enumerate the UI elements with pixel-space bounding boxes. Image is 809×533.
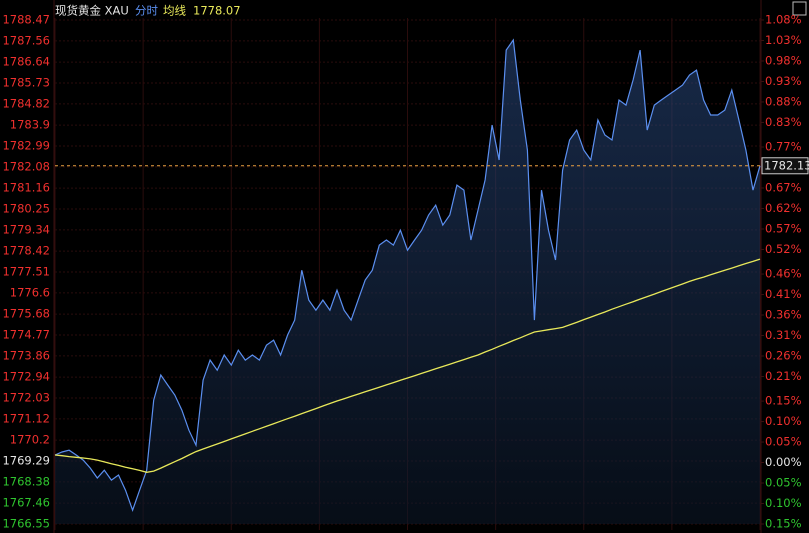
- y-tick-label: 1782.08: [2, 159, 50, 173]
- y2-tick-label: 0.98%: [765, 53, 802, 67]
- y-tick-label: 1779.34: [2, 222, 50, 236]
- y-tick-label: 1773.86: [2, 348, 50, 362]
- y2-tick-label: 0.00%: [765, 455, 802, 469]
- y2-tick-label: 0.36%: [765, 308, 802, 322]
- y-tick-label: 1781.16: [2, 181, 50, 195]
- y2-tick-label: 0.57%: [765, 221, 802, 235]
- chart-title: 现货黄金 XAU: [55, 4, 129, 18]
- y2-tick-label: 0.52%: [765, 242, 802, 256]
- price-line: [54, 38, 761, 513]
- current-price-box: [761, 157, 809, 175]
- y-tick-label: 1788.47: [2, 13, 50, 27]
- y-tick-label: 1769.29: [2, 454, 50, 468]
- y2-tick-label: 0.21%: [765, 369, 802, 383]
- average-line: [54, 258, 761, 473]
- y2-tick-label: 0.10%: [765, 496, 802, 510]
- y-tick-label: 1768.38: [2, 474, 50, 488]
- y-tick-label: 1785.73: [2, 76, 50, 90]
- y2-tick-label: 0.46%: [765, 267, 802, 281]
- y2-tick-label: 1.08%: [765, 13, 802, 27]
- legend-entry: 均线: [163, 4, 186, 18]
- y2-tick-label: 0.05%: [765, 435, 802, 449]
- y-tick-label: 1784.82: [2, 96, 50, 110]
- y-tick-label: 1777.51: [2, 265, 50, 279]
- y2-tick-label: 0.62%: [765, 201, 802, 215]
- y-tick-label: 1786.64: [2, 55, 50, 69]
- y-tick-label: 1778.42: [2, 244, 50, 258]
- menu-icon[interactable]: [792, 1, 807, 16]
- y-tick-label: 1767.46: [2, 496, 50, 510]
- y2-tick-label: 1.03%: [765, 33, 802, 47]
- y-tick-label: 1766.55: [2, 517, 50, 531]
- y2-tick-label: 0.41%: [765, 287, 802, 301]
- average-value: 1778.07: [193, 4, 241, 18]
- y-tick-label: 1774.77: [2, 328, 50, 342]
- y2-tick-label: 0.26%: [765, 349, 802, 363]
- y2-tick-label: 0.67%: [765, 181, 802, 195]
- y2-tick-label: 0.15%: [765, 517, 802, 531]
- y-tick-label: 1770.2: [10, 433, 50, 447]
- y2-tick-label: 0.15%: [765, 394, 802, 408]
- y-tick-label: 1776.6: [10, 285, 50, 299]
- y-tick-label: 1783.9: [10, 118, 50, 132]
- y2-tick-label: 0.77%: [765, 140, 802, 154]
- legend-entry: 分时: [135, 4, 158, 18]
- y-tick-label: 1780.25: [2, 202, 50, 216]
- y2-tick-label: 0.93%: [765, 74, 802, 88]
- y-tick-label: 1772.94: [2, 370, 50, 384]
- y-tick-label: 1775.68: [2, 307, 50, 321]
- price-area: [55, 40, 760, 524]
- y2-tick-label: 0.05%: [765, 476, 802, 490]
- y2-tick-label: 0.31%: [765, 328, 802, 342]
- y-tick-label: 1771.12: [2, 411, 50, 425]
- y-tick-label: 1787.56: [2, 33, 50, 47]
- y2-tick-label: 0.88%: [765, 94, 802, 108]
- y2-tick-label: 0.83%: [765, 115, 802, 129]
- y-tick-label: 1772.03: [2, 391, 50, 405]
- current-price-label: 1782.13: [764, 158, 809, 172]
- y-tick-label: 1782.99: [2, 139, 50, 153]
- y2-tick-label: 0.10%: [765, 414, 802, 428]
